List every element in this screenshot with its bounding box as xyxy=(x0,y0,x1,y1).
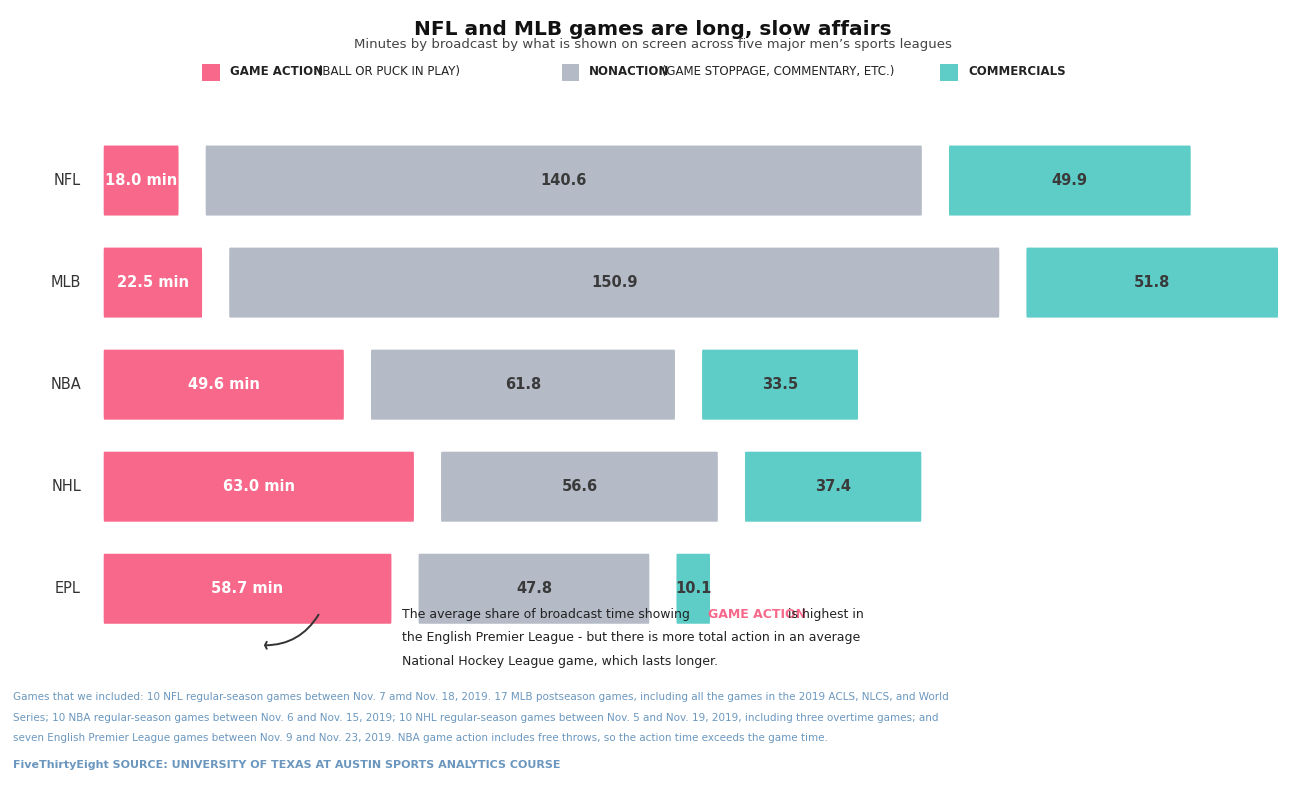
Text: Series; 10 NBA regular-season games between Nov. 6 and Nov. 15, 2019; 10 NHL reg: Series; 10 NBA regular-season games betw… xyxy=(13,713,939,723)
Text: Games that we included: 10 NFL regular-season games between Nov. 7 amd Nov. 18, : Games that we included: 10 NFL regular-s… xyxy=(13,692,949,703)
Text: NFL: NFL xyxy=(54,173,81,188)
FancyBboxPatch shape xyxy=(417,552,652,626)
Text: FiveThirtyEight SOURCE: UNIVERSITY OF TEXAS AT AUSTIN SPORTS ANALYTICS COURSE: FiveThirtyEight SOURCE: UNIVERSITY OF TE… xyxy=(13,760,560,770)
FancyBboxPatch shape xyxy=(1025,246,1280,319)
Text: 63.0 min: 63.0 min xyxy=(223,479,295,495)
Text: NONACTION: NONACTION xyxy=(589,65,670,78)
Text: NBA: NBA xyxy=(50,377,81,392)
Text: GAME ACTION: GAME ACTION xyxy=(708,608,806,621)
Text: 33.5: 33.5 xyxy=(761,377,798,392)
Text: The average share of broadcast time showing: The average share of broadcast time show… xyxy=(402,608,693,621)
Text: (GAME STOPPAGE, COMMENTARY, ETC.): (GAME STOPPAGE, COMMENTARY, ETC.) xyxy=(658,65,895,78)
FancyBboxPatch shape xyxy=(370,348,677,422)
Text: 47.8: 47.8 xyxy=(516,581,552,597)
Text: (BALL OR PUCK IN PLAY): (BALL OR PUCK IN PLAY) xyxy=(315,65,460,78)
Text: GAME ACTION: GAME ACTION xyxy=(230,65,324,78)
FancyBboxPatch shape xyxy=(102,348,346,422)
FancyBboxPatch shape xyxy=(102,144,180,217)
FancyBboxPatch shape xyxy=(227,246,1000,319)
FancyBboxPatch shape xyxy=(204,144,923,217)
FancyBboxPatch shape xyxy=(675,552,712,626)
FancyBboxPatch shape xyxy=(700,348,859,422)
Text: the English Premier League - but there is more total action in an average: the English Premier League - but there i… xyxy=(402,631,861,644)
Text: National Hockey League game, which lasts longer.: National Hockey League game, which lasts… xyxy=(402,655,718,668)
FancyBboxPatch shape xyxy=(743,450,923,524)
Text: 150.9: 150.9 xyxy=(592,275,637,290)
Text: 51.8: 51.8 xyxy=(1134,275,1170,290)
Text: 140.6: 140.6 xyxy=(541,173,586,188)
FancyBboxPatch shape xyxy=(102,246,204,319)
Text: 49.6 min: 49.6 min xyxy=(188,377,260,392)
Text: EPL: EPL xyxy=(55,581,81,597)
FancyBboxPatch shape xyxy=(439,450,720,524)
Text: 22.5 min: 22.5 min xyxy=(116,275,189,290)
Text: is highest in: is highest in xyxy=(784,608,865,621)
FancyBboxPatch shape xyxy=(102,552,393,626)
Text: COMMERCIALS: COMMERCIALS xyxy=(968,65,1066,78)
Text: MLB: MLB xyxy=(51,275,81,290)
FancyBboxPatch shape xyxy=(947,144,1192,217)
Text: seven English Premier League games between Nov. 9 and Nov. 23, 2019. NBA game ac: seven English Premier League games betwe… xyxy=(13,733,828,743)
Text: 56.6: 56.6 xyxy=(562,479,598,495)
Text: NHL: NHL xyxy=(51,479,81,495)
Text: 10.1: 10.1 xyxy=(675,581,712,597)
Text: 37.4: 37.4 xyxy=(815,479,852,495)
Text: 58.7 min: 58.7 min xyxy=(212,581,283,597)
Text: 18.0 min: 18.0 min xyxy=(104,173,178,188)
Text: 49.9: 49.9 xyxy=(1051,173,1088,188)
Text: Minutes by broadcast by what is shown on screen across five major men’s sports l: Minutes by broadcast by what is shown on… xyxy=(354,38,952,52)
Text: 61.8: 61.8 xyxy=(505,377,541,392)
FancyBboxPatch shape xyxy=(102,450,415,524)
Text: NFL and MLB games are long, slow affairs: NFL and MLB games are long, slow affairs xyxy=(414,20,892,39)
